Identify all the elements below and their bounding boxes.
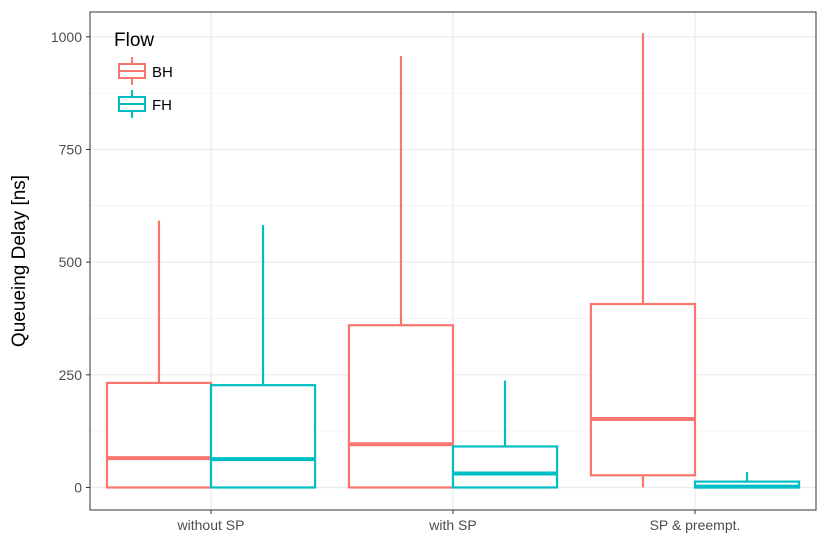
box-series [105,33,801,489]
box-body [589,302,697,477]
y-axis: 0 250 500 750 1000 [51,29,90,495]
legend-label: FH [152,97,172,114]
y-axis-title: Queueing Delay [ns] [9,175,30,347]
legend-item-fh: FH [118,90,172,118]
box-bh-2 [347,56,455,489]
y-tick-label: 750 [59,141,83,157]
legend-item-bh: BH [118,57,173,85]
y-tick-label: 1000 [51,29,82,45]
box-body [105,381,213,489]
box-body [209,384,317,489]
legend-title: Flow [114,30,154,51]
box-fh-2 [451,380,559,489]
y-tick-label: 500 [59,254,83,270]
x-tick-label: with SP [428,517,476,533]
box-fh-3 [693,472,801,489]
x-axis: without SP with SP SP & preempt. [177,510,741,533]
legend-label: BH [152,64,173,81]
x-tick-label: without SP [177,517,245,533]
box-bh-3 [589,33,697,488]
legend: Flow BH FH [114,30,173,118]
box-fh-1 [209,225,317,489]
box-body [347,324,455,489]
x-tick-label: SP & preempt. [650,517,741,533]
y-tick-label: 250 [59,367,83,383]
box-body [451,445,559,489]
y-tick-label: 0 [74,479,82,495]
box-bh-1 [105,220,213,489]
